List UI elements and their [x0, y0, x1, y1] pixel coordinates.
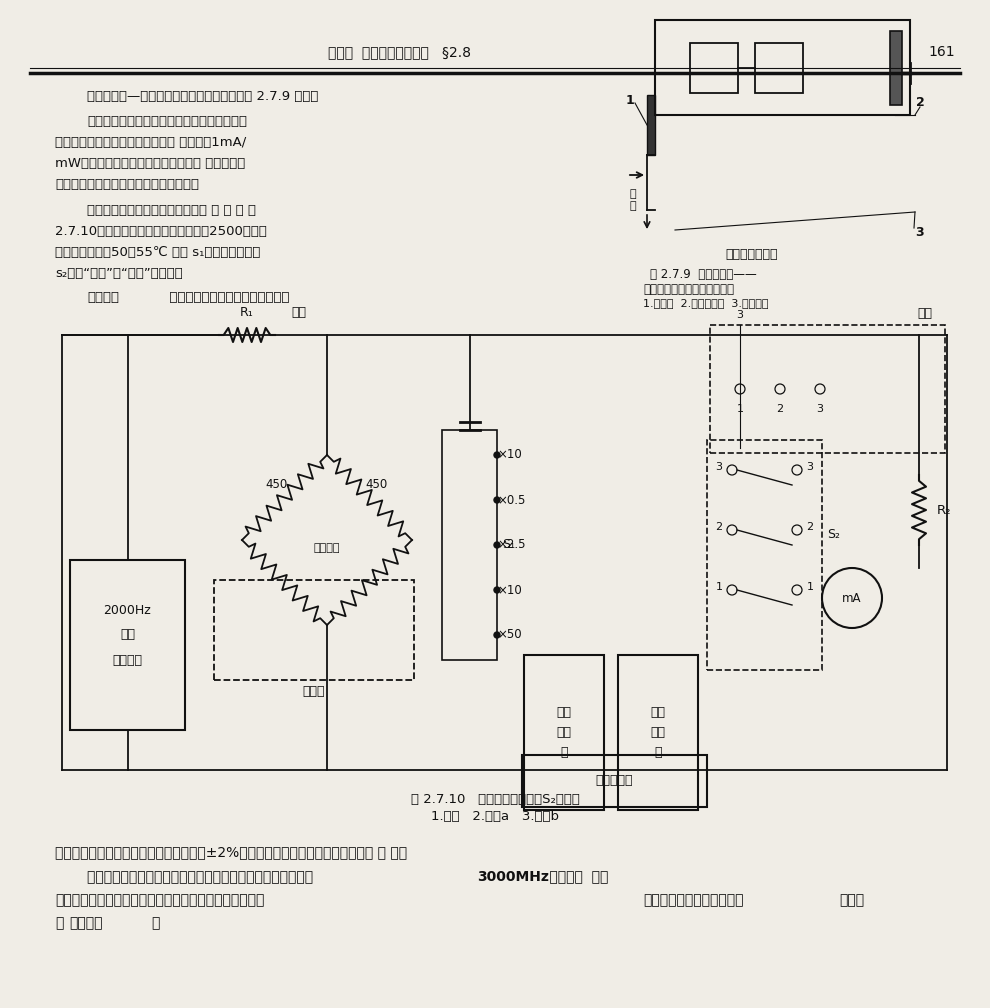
Circle shape — [494, 542, 500, 548]
Text: 以上时，  由于: 以上时， 由于 — [545, 870, 609, 884]
Text: S₂: S₂ — [827, 528, 840, 541]
Bar — [618, 655, 698, 810]
Text: 薄膜电阵片—热电偶结的功率测量头结构如图 2.7.9 所示。: 薄膜电阵片—热电偶结的功率测量头结构如图 2.7.9 所示。 — [87, 90, 319, 103]
Text: 3: 3 — [737, 310, 743, 320]
Bar — [214, 580, 414, 680]
Text: ×10: ×10 — [498, 584, 523, 597]
Text: mW。由于它的检波特性随时间变化， 过载能力也: mW。由于它的检波特性随时间变化， 过载能力也 — [55, 157, 246, 170]
Text: 平衡: 平衡 — [291, 306, 307, 319]
Text: mA: mA — [842, 592, 861, 605]
Text: 水分子容易吸收它的电磁波能量，因此若被测环境周围有: 水分子容易吸收它的电磁波能量，因此若被测环境周围有 — [55, 893, 264, 907]
Text: 检波: 检波 — [650, 726, 665, 739]
Text: 1: 1 — [737, 404, 743, 414]
Text: ×0.5: ×0.5 — [498, 494, 526, 506]
Text: ，会影: ，会影 — [839, 893, 864, 907]
Text: 器: 器 — [654, 746, 661, 759]
Text: 3: 3 — [807, 462, 814, 472]
Text: 接直流校正电源: 接直流校正电源 — [725, 248, 777, 261]
Text: 2000Hz: 2000Hz — [104, 604, 151, 617]
Text: 第二章  长度、厂度传感器   §2.8: 第二章 长度、厂度传感器 §2.8 — [329, 45, 471, 59]
Text: R₂: R₂ — [937, 504, 951, 516]
Circle shape — [494, 632, 500, 638]
Bar — [70, 560, 185, 730]
Text: 450: 450 — [266, 478, 288, 491]
Bar — [707, 440, 822, 670]
Bar — [62, 314, 947, 775]
Text: 2: 2 — [916, 96, 925, 109]
Text: 相位: 相位 — [650, 706, 665, 719]
Text: 2: 2 — [716, 522, 723, 532]
Text: 1.电偶结  2.薄膜电阵片  3.短路活塞: 1.电偶结 2.薄膜电阵片 3.短路活塞 — [643, 298, 768, 308]
Text: 器: 器 — [560, 746, 567, 759]
Text: 3: 3 — [817, 404, 824, 414]
Bar — [522, 755, 707, 807]
Text: 图 2.7.10   不平衡电桥功率表S₂位置：: 图 2.7.10 不平衡电桥功率表S₂位置： — [411, 793, 579, 806]
Text: R₁: R₁ — [241, 306, 253, 319]
Bar — [655, 20, 910, 115]
Text: 用它可测料位、液位的变化情况。但应当注意，当微波频率在: 用它可测料位、液位的变化情况。但应当注意，当微波频率在 — [87, 870, 318, 884]
Text: ×10: ×10 — [498, 449, 523, 462]
Text: s₂用于“平衡”及“校正”刻度用。: s₂用于“平衡”及“校正”刻度用。 — [55, 267, 183, 280]
Text: 主要性能: 主要性能 — [87, 291, 119, 304]
Bar — [647, 95, 655, 155]
Bar — [524, 655, 604, 810]
Text: 450: 450 — [366, 478, 388, 491]
Bar — [442, 430, 497, 660]
Text: 音频电源: 音频电源 — [113, 653, 143, 666]
Text: 1: 1 — [716, 582, 723, 592]
Text: 3: 3 — [716, 462, 723, 472]
Text: 直流稳压源: 直流稳压源 — [596, 774, 634, 787]
Text: 3000MHz: 3000MHz — [477, 870, 548, 884]
Text: 2.7.10所示。音频放大器的放大倍数在2500以上。: 2.7.10所示。音频放大器的放大倍数在2500以上。 — [55, 225, 267, 238]
Text: 响: 响 — [55, 916, 63, 930]
Text: 2: 2 — [776, 404, 783, 414]
Text: 2: 2 — [807, 522, 814, 532]
Text: 恒温盒: 恒温盒 — [303, 685, 326, 698]
Text: 测微波功率用的不平衡电桥功率表 结 构 如 图: 测微波功率用的不平衡电桥功率表 结 构 如 图 — [87, 204, 256, 217]
Bar — [755, 43, 803, 93]
Text: 稳定: 稳定 — [120, 629, 135, 641]
Text: 测量效果: 测量效果 — [69, 916, 103, 930]
Text: 较小，因此不宜于作绝对功率値的测量。: 较小，因此不宜于作绝对功率値的测量。 — [55, 178, 199, 191]
Text: ×50: ×50 — [498, 629, 522, 641]
Text: 放大: 放大 — [556, 726, 571, 739]
Bar — [890, 31, 902, 105]
Text: 热电偶结的功率测量头结构图: 热电偶结的功率测量头结构图 — [643, 283, 734, 296]
Circle shape — [494, 452, 500, 458]
Text: 1: 1 — [626, 94, 635, 107]
Text: 恒温盒的温度在50～55℃ 内。 s₁用来转换量程，: 恒温盒的温度在50～55℃ 内。 s₁用来转换量程， — [55, 246, 260, 259]
Text: 输
入: 输 入 — [630, 190, 637, 211]
Text: 来测量相对功率値，且其灵敏度较 小，只朇1mA/: 来测量相对功率値，且其灵敏度较 小，只朇1mA/ — [55, 136, 247, 149]
Circle shape — [494, 587, 500, 593]
Bar — [710, 325, 945, 453]
Circle shape — [494, 497, 500, 503]
Text: 音频: 音频 — [556, 706, 571, 719]
Text: 图 2.7.9  薄膜电阵片——: 图 2.7.9 薄膜电阵片—— — [650, 268, 756, 281]
Text: 1.平衡   2.校正a   3.校正b: 1.平衡 2.校正a 3.校正b — [431, 810, 559, 823]
Text: 水蒸汽或有大的湿度变化时: 水蒸汽或有大的湿度变化时 — [643, 893, 743, 907]
Text: 3: 3 — [916, 226, 925, 239]
Text: 热敏电阻: 热敏电阻 — [314, 543, 341, 553]
Text: 161: 161 — [929, 45, 955, 59]
Text: 微波式物位传感器的测量精度主要: 微波式物位传感器的测量精度主要 — [161, 291, 289, 304]
Text: S₁: S₁ — [502, 538, 515, 551]
Text: ×2.5: ×2.5 — [498, 538, 526, 551]
Text: 1: 1 — [807, 582, 814, 592]
Text: 。: 。 — [151, 916, 159, 930]
Text: 取决于不平衡电桥功率表的精度，一般为±2%左右的误差，测量范围可为几毫米～ 几 米。: 取决于不平衡电桥功率表的精度，一般为±2%左右的误差，测量范围可为几毫米～ 几 … — [55, 845, 407, 859]
Text: 若用硅或锽二极管制成的晶体检波器，可以用: 若用硅或锽二极管制成的晶体检波器，可以用 — [87, 115, 247, 128]
Text: 校正: 校正 — [918, 307, 933, 320]
Bar — [690, 43, 738, 93]
